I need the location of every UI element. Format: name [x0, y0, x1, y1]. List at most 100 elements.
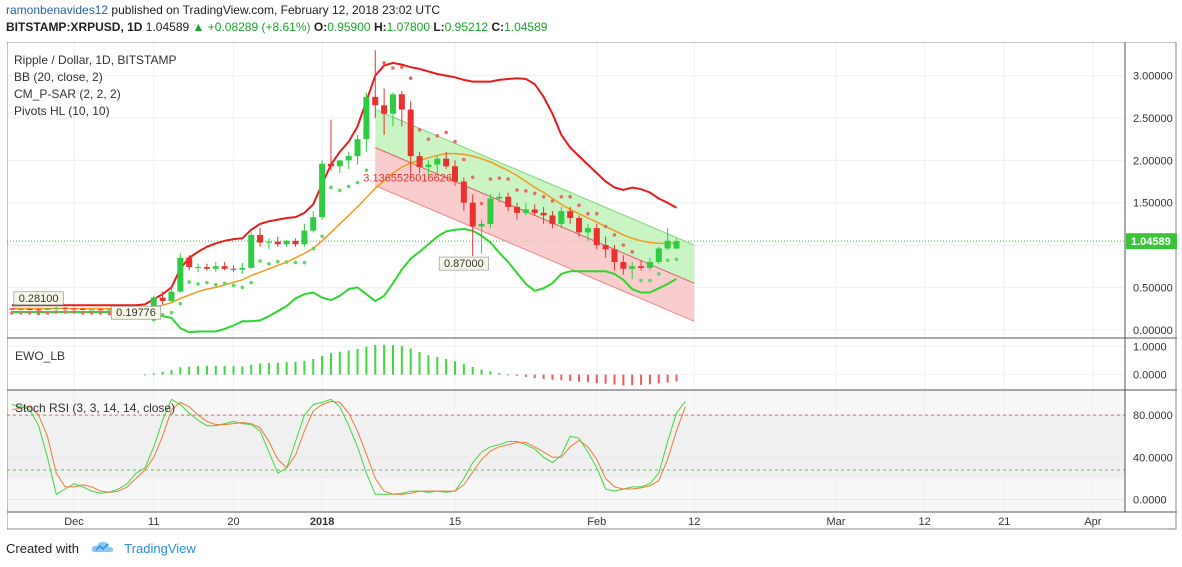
ewo-tick-label: 0.0000 — [1133, 370, 1167, 382]
open-label: O: — [313, 20, 328, 34]
candles — [9, 50, 680, 313]
psar-dot — [169, 310, 174, 315]
candle-body — [71, 308, 78, 310]
psar-dot — [550, 199, 555, 203]
ewo-bar — [533, 374, 536, 379]
author-link[interactable]: ramonbenavides12 — [6, 3, 109, 17]
chart-area[interactable]: 0.28100 0.19776 3.13655260166267 0.87000 3.… — [6, 22, 1177, 530]
last-price: 1.04589 — [145, 20, 190, 34]
candle-body — [177, 257, 184, 292]
ewo-histogram — [143, 344, 678, 386]
candle-body — [611, 249, 618, 262]
psar-dot — [19, 311, 23, 315]
psar-dot — [630, 250, 634, 254]
symbol-name[interactable]: BITSTAMP:XRPUSD, 1D — [6, 20, 143, 34]
candle-body — [301, 230, 308, 245]
ewo-bar — [560, 374, 563, 381]
price-tick-label: 3.00000 — [1133, 71, 1173, 83]
open-value: 0.95900 — [327, 20, 371, 34]
channel-bottom-line — [375, 185, 695, 322]
psar-dot — [506, 177, 510, 181]
ewo-pane-title: EWO_LB — [15, 349, 65, 363]
high-label: H: — [373, 20, 387, 34]
last-price-badge-text: 1.04589 — [1131, 236, 1171, 248]
candle-body — [576, 217, 583, 233]
pivot-labels: 0.28100 0.19776 3.13655260166267 0.87000 — [13, 173, 489, 320]
tradingview-link[interactable]: TradingView — [124, 541, 196, 556]
stoch-tick-label: 40.0000 — [1133, 452, 1173, 464]
candle-body — [540, 212, 547, 216]
psar-dot — [338, 188, 342, 193]
candle-body — [327, 163, 334, 167]
ewo-bar — [179, 367, 182, 375]
candle-body — [638, 266, 645, 268]
x-tick-label: 15 — [449, 516, 461, 528]
ewo-bar — [445, 359, 448, 375]
ewo-bar — [303, 360, 306, 375]
candle-body — [203, 267, 210, 269]
low-value: 0.95212 — [444, 20, 489, 34]
price-tick-label: 0.00000 — [1133, 325, 1173, 337]
psar-dot — [612, 233, 617, 237]
pivot-label-box — [438, 256, 489, 271]
ewo-bar — [498, 372, 501, 375]
psar-dot — [10, 311, 14, 315]
psar-dot — [63, 310, 67, 314]
ewo-bar — [170, 370, 173, 375]
ewo-bar — [161, 371, 164, 375]
candle-body — [372, 96, 379, 106]
ewo-bar — [436, 357, 439, 375]
candle-body — [168, 291, 175, 301]
psar-dot — [98, 311, 103, 315]
price-tick-label: 1.50000 — [1133, 198, 1173, 210]
candle-body — [62, 307, 69, 309]
ewo-bar — [321, 355, 324, 375]
x-tick-label: 2018 — [310, 516, 334, 528]
channel-top-line — [375, 109, 695, 246]
ewo-bar — [347, 350, 350, 375]
bb-upper-line — [12, 61, 677, 307]
ewo-bar — [391, 345, 394, 375]
price-tick-label: 0.50000 — [1133, 282, 1173, 294]
ewo-bar — [595, 374, 598, 384]
psar-dot — [276, 259, 280, 264]
psar-dot — [408, 76, 413, 80]
candle-body — [460, 181, 467, 203]
ewo-bar — [480, 369, 483, 375]
psar-dot — [178, 301, 183, 306]
ewo-bar — [223, 365, 226, 375]
psar-dot — [656, 272, 661, 276]
price-chart-svg[interactable]: 0.28100 0.19776 3.13655260166267 0.87000 3.… — [6, 22, 1177, 530]
candle-body — [514, 206, 521, 213]
stoch-d-line — [11, 400, 686, 495]
candle-body — [212, 266, 219, 269]
psar-dot — [45, 311, 50, 315]
ewo-bar — [143, 374, 146, 376]
candle-body — [345, 156, 352, 161]
psar-dot — [205, 280, 209, 285]
up-arrow-icon: ▲ — [192, 20, 205, 34]
candle-body — [549, 215, 556, 224]
legend-bb[interactable]: BB (20, close, 2) — [14, 70, 103, 84]
psar-dot — [462, 157, 466, 162]
pivot-label: 0.87000 — [444, 258, 484, 270]
legend-title: Ripple / Dollar, 1D, BITSTAMP — [14, 53, 177, 67]
published-text: published on TradingView.com, February 1… — [111, 3, 441, 17]
psar-dot — [213, 282, 218, 287]
parabolic-sar-dots — [10, 22, 679, 322]
candle-body — [602, 245, 609, 250]
psar-dot — [639, 278, 643, 283]
ewo-bar — [259, 363, 262, 375]
candle-body — [531, 209, 538, 213]
pivot-label: 3.13655260166267 — [363, 173, 458, 185]
psar-dot — [311, 246, 316, 251]
candle-body — [620, 262, 627, 269]
ewo-bar — [427, 355, 430, 375]
ewo-bar — [569, 374, 572, 381]
psar-dot — [267, 262, 271, 266]
legend-pivots[interactable]: Pivots HL (10, 10) — [14, 104, 110, 118]
candle-body — [673, 241, 680, 249]
candle-body — [106, 309, 113, 311]
legend-psar[interactable]: CM_P-SAR (2, 2, 2) — [14, 87, 121, 101]
candle-body — [398, 94, 405, 110]
